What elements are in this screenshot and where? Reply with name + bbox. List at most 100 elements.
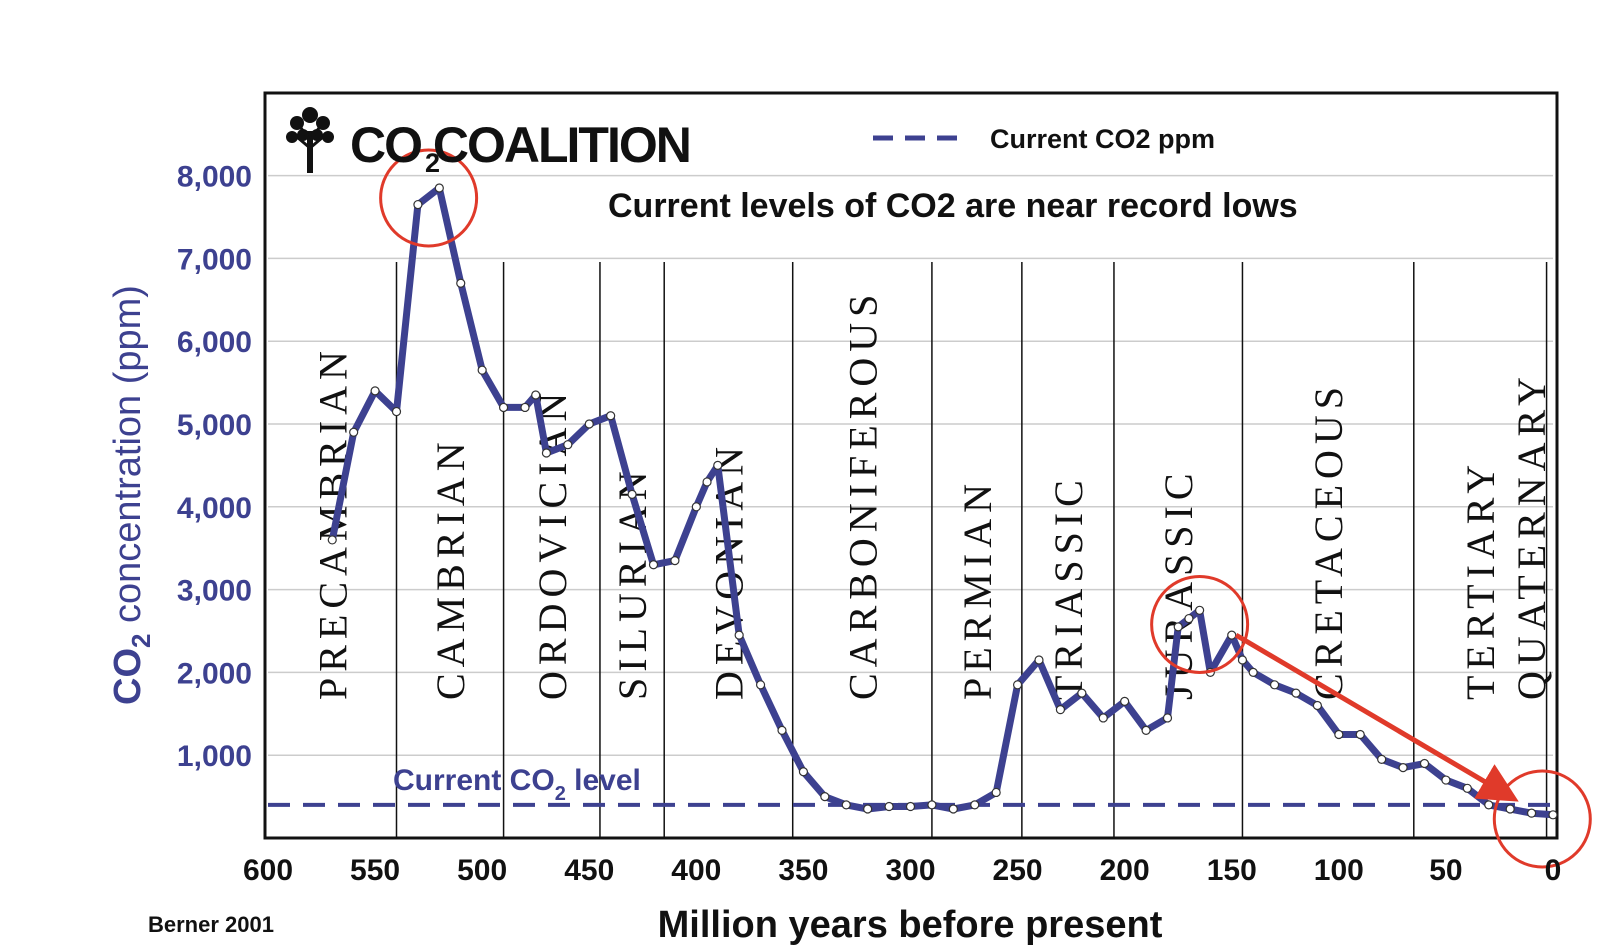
data-point xyxy=(820,791,830,802)
data-point xyxy=(1248,667,1258,678)
period-label: QUATERNARY xyxy=(1509,371,1554,700)
data-point xyxy=(1141,725,1151,735)
data-point xyxy=(648,560,659,570)
data-point xyxy=(1419,758,1430,769)
data-point xyxy=(1195,605,1205,615)
annotation-arrow xyxy=(1234,632,1519,802)
tick-layer: 600 550 500 450 400 350 300 250 200 150 100 50 01,00… xyxy=(177,161,1561,887)
x-tick-label: 500 xyxy=(457,854,507,887)
period-label: TRIASSIC xyxy=(1046,474,1091,700)
data-point xyxy=(1034,655,1044,665)
data-point xyxy=(1484,800,1494,810)
current-level-label: Current CO2 level xyxy=(393,764,641,805)
x-tick-label: 0 xyxy=(1545,854,1562,887)
data-point xyxy=(456,278,466,288)
data-point xyxy=(1462,783,1472,793)
data-point xyxy=(1291,688,1301,698)
y-tick-label: 3,000 xyxy=(177,575,252,608)
data-point xyxy=(370,386,380,396)
data-point xyxy=(1441,775,1451,785)
data-point xyxy=(584,419,594,429)
data-point xyxy=(477,365,487,375)
data-point xyxy=(1312,700,1323,711)
period-label: CAMBRIAN xyxy=(428,436,473,700)
data-point xyxy=(841,800,851,810)
data-point xyxy=(905,801,916,812)
data-point xyxy=(1098,713,1108,723)
annotation-circle xyxy=(1492,769,1592,869)
period-label: CRETACEOUS xyxy=(1306,381,1351,700)
legend: Current CO2 ppm xyxy=(873,124,1215,154)
x-tick-label: 600 xyxy=(243,854,293,887)
logo-text: CO COALITION xyxy=(350,117,690,173)
x-axis-title: Million years before present xyxy=(658,904,1163,946)
series-layer xyxy=(327,183,1558,820)
period-label: CARBONIFEROUS xyxy=(840,289,885,700)
data-point xyxy=(755,680,766,690)
data-point xyxy=(1184,613,1194,624)
data-point xyxy=(606,411,616,421)
data-point xyxy=(1227,630,1237,640)
x-tick-label: 350 xyxy=(778,854,828,887)
data-point xyxy=(1237,655,1248,665)
data-point xyxy=(734,630,744,640)
annotation-circle xyxy=(1150,574,1250,674)
data-point xyxy=(713,460,723,470)
y-tick-label: 1,000 xyxy=(177,740,252,773)
data-point xyxy=(927,800,937,810)
data-point xyxy=(1398,763,1408,773)
data-point xyxy=(498,402,509,413)
data-point xyxy=(413,199,423,210)
x-tick-label: 550 xyxy=(350,854,400,887)
data-point xyxy=(1012,680,1023,690)
x-tick-label: 300 xyxy=(885,854,935,887)
data-point xyxy=(541,448,552,458)
data-point xyxy=(349,427,359,437)
data-point xyxy=(1526,808,1537,818)
data-point xyxy=(991,787,1001,798)
data-point xyxy=(1355,729,1365,740)
plot-frame xyxy=(263,91,1559,840)
data-point xyxy=(702,477,712,487)
data-point xyxy=(948,804,958,814)
data-point xyxy=(691,502,701,512)
x-tick-label: 400 xyxy=(671,854,721,887)
logo: CO COALITION 2 xyxy=(286,107,692,178)
data-point xyxy=(327,535,337,545)
y-tick-label: 8,000 xyxy=(177,161,252,194)
legend-label: Current CO2 ppm xyxy=(990,124,1215,154)
x-tick-label: 450 xyxy=(564,854,614,887)
data-point xyxy=(1334,729,1344,740)
chart-title: Current levels of CO2 are near record lo… xyxy=(608,187,1298,225)
data-point xyxy=(1269,680,1280,690)
data-point xyxy=(531,390,541,400)
data-point xyxy=(777,725,787,735)
data-point xyxy=(1162,713,1173,723)
period-label: ORDOVICIAN xyxy=(530,387,575,700)
y-tick-label: 4,000 xyxy=(177,492,252,525)
data-point xyxy=(1505,804,1515,814)
period-label: JURASSIC xyxy=(1156,467,1201,700)
data-point xyxy=(1120,696,1130,706)
tree-icon xyxy=(286,107,334,173)
data-point xyxy=(1377,754,1387,764)
period-label: PERMIAN xyxy=(955,478,1000,700)
x-tick-label: 250 xyxy=(993,854,1043,887)
data-point xyxy=(798,767,809,777)
data-point xyxy=(1055,705,1066,715)
data-point xyxy=(1173,622,1183,632)
data-point xyxy=(563,440,573,450)
data-point xyxy=(627,489,637,499)
data-point xyxy=(970,800,980,810)
x-tick-label: 100 xyxy=(1314,854,1364,887)
data-point xyxy=(670,556,680,566)
period-label: TERTIARY xyxy=(1458,459,1503,700)
x-tick-label: 50 xyxy=(1429,854,1462,887)
data-point xyxy=(1548,810,1558,820)
annotation-circle xyxy=(379,148,479,248)
data-point xyxy=(434,183,444,193)
data-point xyxy=(863,804,873,814)
y-tick-label: 6,000 xyxy=(177,326,252,359)
data-point xyxy=(391,406,402,417)
